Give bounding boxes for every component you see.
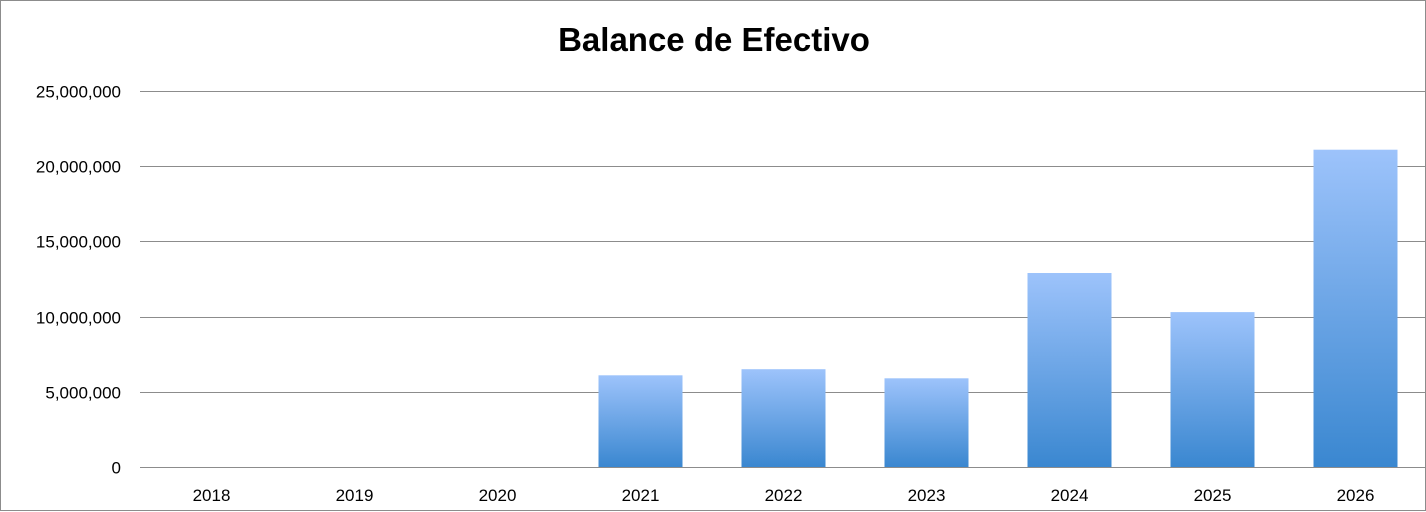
y-tick-label: 5,000,000 (45, 384, 121, 403)
chart-title: Balance de Efectivo (558, 21, 870, 58)
x-tick-label: 2018 (193, 486, 231, 505)
y-axis-ticks: 0 5,000,000 10,000,000 15,000,000 20,000,000… (36, 83, 121, 478)
y-tick-label: 25,000,000 (36, 83, 121, 102)
x-tick-label: 2021 (622, 486, 660, 505)
y-tick-label: 10,000,000 (36, 309, 121, 328)
x-tick-label: 2024 (1051, 486, 1089, 505)
x-axis-ticks: 2018 2019 2020 2021 2022 2023 2024 2025 2026 (193, 486, 1375, 505)
x-tick-label: 2022 (765, 486, 803, 505)
bar-2026 (1313, 149, 1398, 467)
x-tick-label: 2019 (336, 486, 374, 505)
y-tick-label: 20,000,000 (36, 158, 121, 177)
bar-2025 (1170, 312, 1255, 467)
bar-2021 (598, 375, 683, 467)
bar-2023 (884, 378, 969, 467)
x-tick-label: 2023 (908, 486, 946, 505)
bar-2022 (741, 369, 826, 467)
x-tick-label: 2020 (479, 486, 517, 505)
y-tick-label: 15,000,000 (36, 233, 121, 252)
x-tick-label: 2026 (1337, 486, 1375, 505)
bars (598, 149, 1398, 467)
x-tick-label: 2025 (1194, 486, 1232, 505)
y-tick-label: 0 (112, 459, 121, 478)
bar-2024 (1027, 273, 1112, 467)
